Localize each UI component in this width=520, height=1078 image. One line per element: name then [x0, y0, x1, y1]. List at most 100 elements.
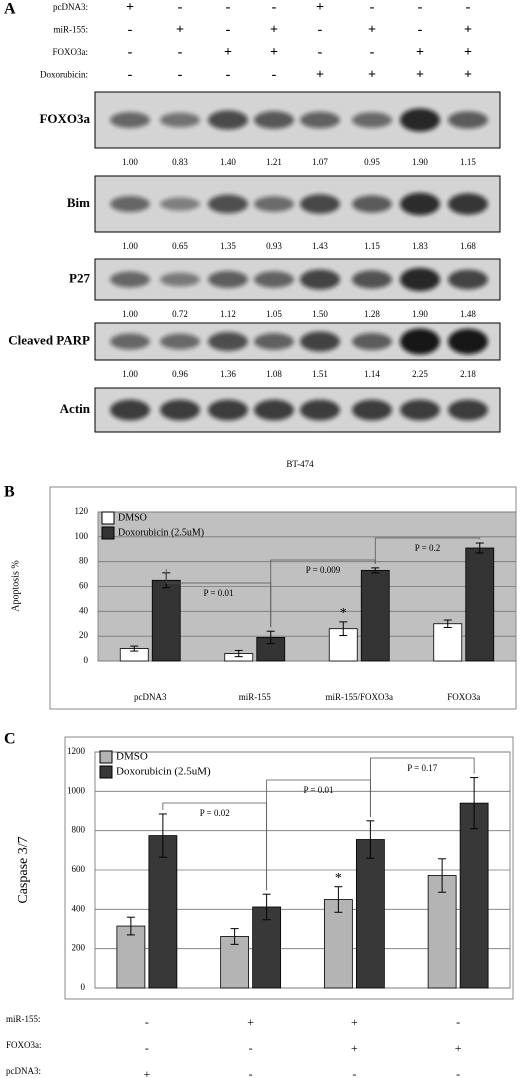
caption: BT-474 — [286, 459, 314, 469]
significance-star: * — [335, 871, 342, 886]
legend-swatch — [99, 750, 113, 764]
band-value: 1.21 — [266, 157, 282, 167]
legend-swatch — [101, 511, 115, 525]
treatment-sign: - — [418, 23, 423, 38]
band — [400, 267, 440, 292]
band — [110, 333, 150, 350]
x-tick-label: miR-155/FOXO3a — [326, 692, 394, 702]
legend-label: Doxorubicin (2.5uM) — [118, 527, 204, 538]
treatment-sign: - — [272, 0, 277, 15]
band — [400, 399, 440, 421]
band-value: 1.90 — [412, 157, 428, 167]
y-axis-label: Caspase 3/7 — [16, 836, 31, 903]
treatment-sign: + — [416, 68, 424, 83]
band — [254, 111, 294, 129]
legend-label: DMSO — [118, 512, 147, 523]
legend-swatch — [99, 765, 113, 779]
chart-frame — [64, 736, 514, 1000]
band — [352, 332, 392, 351]
bar — [148, 835, 178, 989]
band — [208, 399, 248, 421]
band — [208, 110, 248, 130]
band — [448, 328, 488, 355]
band-value: 2.25 — [412, 369, 428, 379]
treatment-sign: + — [316, 0, 324, 15]
treatment-sign: + — [270, 23, 278, 38]
p-value: P = 0.01 — [204, 588, 234, 598]
band — [160, 272, 200, 287]
band — [110, 196, 150, 212]
band — [254, 271, 294, 288]
treatment-sign: + — [464, 45, 472, 60]
band — [400, 108, 440, 132]
treatment-sign: + — [247, 1015, 254, 1029]
band — [300, 331, 340, 352]
y-tick-label: 1000 — [67, 785, 86, 795]
treatment-sign: + — [126, 0, 134, 15]
significance-bracket — [374, 537, 481, 564]
treatment-label: miR-155: — [6, 1014, 41, 1024]
y-tick-label: 0 — [81, 982, 86, 992]
significance-bracket — [369, 757, 475, 817]
y-tick-label: 600 — [72, 864, 86, 874]
treatment-sign: + — [224, 45, 232, 60]
treatment-sign: - — [226, 68, 231, 83]
bar — [459, 802, 489, 989]
band-value: 1.05 — [266, 309, 282, 319]
band — [254, 399, 294, 421]
band — [110, 399, 150, 421]
band — [300, 269, 340, 290]
treatment-sign: + — [416, 45, 424, 60]
y-tick-label: 80 — [79, 556, 89, 566]
y-axis-label: Apoptosis % — [10, 560, 21, 611]
x-tick-label: FOXO3a — [447, 692, 480, 702]
treatment-sign: - — [272, 68, 277, 83]
treatment-sign: + — [368, 68, 376, 83]
treatment-label: pcDNA3: — [53, 2, 88, 12]
band-value: 1.40 — [220, 157, 236, 167]
band — [300, 194, 340, 214]
bar — [252, 906, 282, 989]
band — [254, 333, 294, 350]
legend-swatch — [101, 526, 115, 540]
band — [208, 194, 248, 214]
x-tick-label: miR-155 — [239, 692, 272, 702]
band-value: 1.15 — [460, 157, 476, 167]
treatment-sign: - — [352, 1067, 356, 1078]
treatment-sign: - — [178, 68, 183, 83]
treatment-sign: + — [270, 45, 278, 60]
y-tick-label: 120 — [75, 506, 89, 516]
p-value: P = 0.2 — [415, 543, 441, 553]
bar — [151, 579, 181, 662]
legend-label: DMSO — [116, 751, 148, 763]
treatment-sign: + — [455, 1041, 462, 1055]
band-value: 1.50 — [312, 309, 328, 319]
p-value: P = 0.02 — [200, 808, 230, 818]
bar — [465, 547, 495, 662]
legend-label: Doxorubicin (2.5uM) — [116, 766, 211, 778]
y-tick-label: 40 — [79, 605, 89, 615]
band — [160, 112, 200, 128]
band-value: 1.00 — [122, 309, 138, 319]
y-tick-label: 200 — [72, 943, 86, 953]
y-tick-label: 20 — [79, 630, 89, 640]
treatment-sign: - — [318, 23, 323, 38]
panel-label: B — [4, 484, 15, 501]
band-value: 1.00 — [122, 369, 138, 379]
band-value: 0.93 — [266, 241, 282, 251]
treatment-sign: - — [370, 0, 375, 15]
x-tick-label: pcDNA3 — [134, 692, 167, 702]
treatment-sign: - — [370, 45, 375, 60]
treatment-sign: - — [145, 1041, 149, 1055]
p-value: P = 0.009 — [306, 565, 341, 575]
blot-label: Bim — [67, 195, 90, 210]
band-value: 1.83 — [412, 241, 428, 251]
band-value: 0.72 — [172, 309, 188, 319]
bar — [360, 569, 390, 662]
treatment-sign: - — [418, 0, 423, 15]
band — [208, 332, 248, 351]
band — [400, 328, 440, 355]
treatment-label: FOXO3a: — [53, 47, 89, 57]
y-tick-label: 1200 — [67, 746, 86, 756]
